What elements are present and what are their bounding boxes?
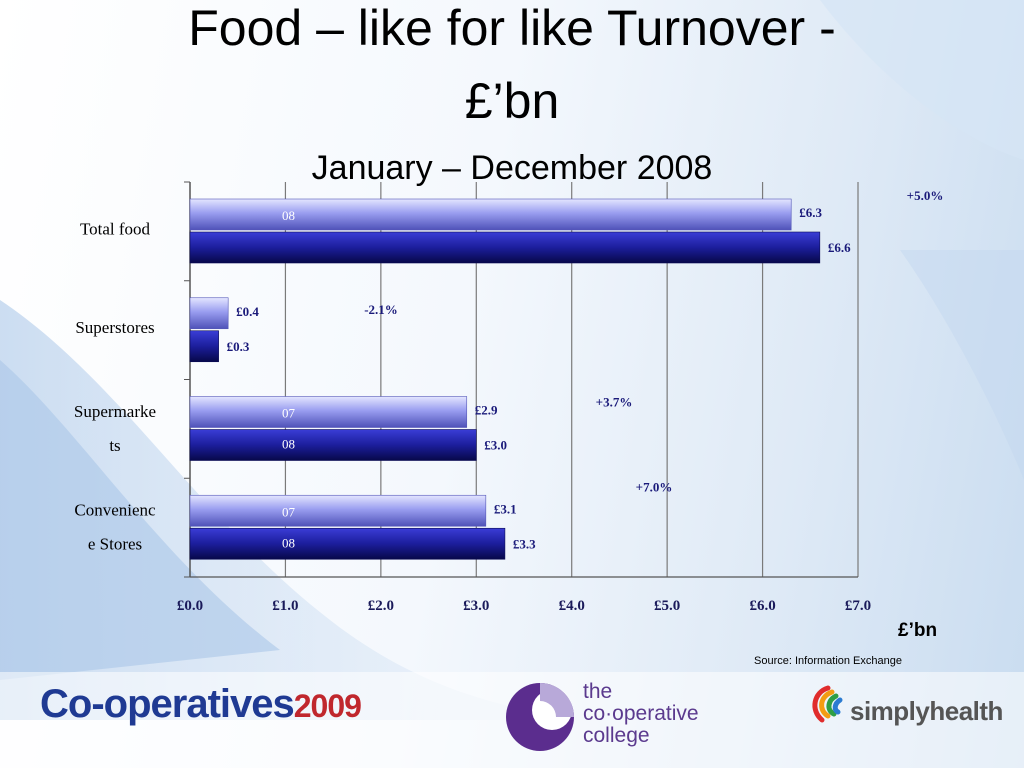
simplyhealth-logo-text: simplyhealth	[850, 696, 1003, 726]
bar-2008	[189, 330, 219, 363]
change-label: +3.7%	[596, 395, 633, 410]
change-label: +5.0%	[907, 188, 944, 203]
category-label: Supermarke	[74, 402, 156, 421]
data-label-2007: £3.1	[494, 501, 517, 516]
inner-year-label: 08	[282, 535, 295, 550]
bar-2008	[189, 429, 477, 461]
bar-2007	[189, 297, 229, 330]
category-label: e Stores	[88, 535, 142, 554]
bar-2007	[189, 494, 487, 527]
x-tick-label: £2.0	[368, 598, 394, 614]
x-tick-label: £1.0	[272, 598, 298, 614]
chart-subtitle: January – December 2008	[311, 149, 713, 187]
x-tick-label: £6.0	[749, 598, 775, 614]
change-label: +7.0%	[636, 479, 673, 494]
data-label-2007: £2.9	[475, 403, 498, 418]
college-line-1: the	[583, 680, 613, 703]
x-tick-label: £5.0	[654, 598, 680, 614]
inner-year-label: 08	[282, 437, 295, 452]
change-label: -2.1%	[364, 302, 398, 317]
logo-coop-year: 2009	[293, 688, 362, 724]
bar-2007	[189, 198, 792, 231]
data-label-2007: £0.4	[236, 304, 259, 319]
data-label-2007: £6.3	[799, 205, 822, 220]
bar-2008	[189, 231, 821, 264]
college-line-2: co·operative	[583, 702, 699, 725]
data-label-2008: £3.3	[513, 536, 536, 551]
simplyhealth-swirl-icon	[812, 685, 843, 723]
inner-year-label: 07	[282, 406, 296, 421]
data-label-2008: £3.0	[484, 438, 507, 453]
source-note: Source: Information Exchange	[754, 655, 902, 667]
x-tick-label: £4.0	[559, 598, 585, 614]
inner-year-label: 08	[282, 208, 295, 223]
data-label-2008: £6.6	[828, 240, 851, 255]
chart-title-line1: Food – like for like Turnover -	[188, 0, 836, 56]
chart-title-line2: £’bn	[464, 73, 560, 129]
bar-2007	[189, 396, 468, 428]
x-tick-label: £0.0	[177, 598, 203, 614]
co-operative-college-logo	[506, 683, 574, 751]
co-operatives-2009-logo: Co-operatives2009	[40, 682, 362, 727]
college-logo-text: the co·operative college	[583, 681, 699, 747]
category-label: Convenienc	[74, 501, 156, 520]
inner-year-label: 07	[282, 504, 296, 519]
data-label-2008: £0.3	[227, 339, 250, 354]
x-tick-label: £3.0	[463, 598, 489, 614]
category-label: Superstores	[75, 318, 154, 337]
logo-coop-name: Co-operatives	[40, 682, 295, 726]
college-line-3: college	[583, 724, 650, 747]
category-label: Total food	[80, 219, 151, 238]
unit-label: £’bn	[898, 620, 938, 641]
category-label: ts	[109, 436, 120, 455]
x-tick-label: £7.0	[845, 598, 871, 614]
bar-2008	[189, 527, 506, 560]
